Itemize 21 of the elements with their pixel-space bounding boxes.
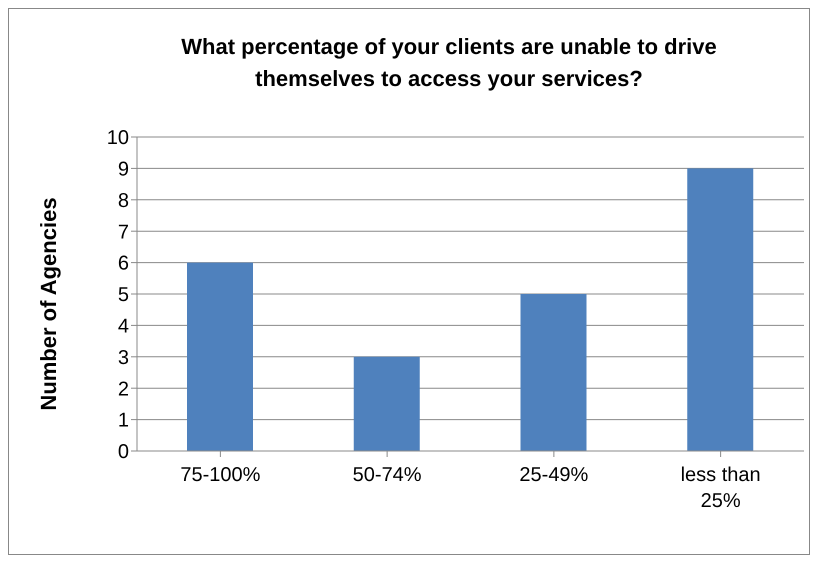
y-axis-title: Number of Agencies [36,197,62,411]
bar [687,168,754,451]
x-tick-label: less than 25% [680,464,761,512]
y-tick-label: 3 [118,346,129,369]
y-tick-label: 1 [118,410,129,432]
y-tick-label: 7 [118,221,129,244]
x-tick-label: 50-74% [352,464,422,486]
y-tick-label: 10 [106,127,129,150]
x-tick-label: 75-100% [180,464,261,486]
bar [187,262,253,451]
y-tick-label: 5 [118,284,129,306]
y-tick-label: 2 [118,378,129,400]
y-tick-label: 0 [118,441,129,464]
y-tick-label: 6 [118,252,129,275]
bar [520,294,586,451]
chart-title: What percentage of your clients are unable to drive themselves to access your services? [180,33,718,93]
y-tick-label: 9 [118,158,129,180]
y-tick-label: 8 [118,190,129,212]
x-tick-label: 25-49% [519,464,589,486]
bar [354,356,420,451]
y-tick-label: 4 [118,316,129,338]
